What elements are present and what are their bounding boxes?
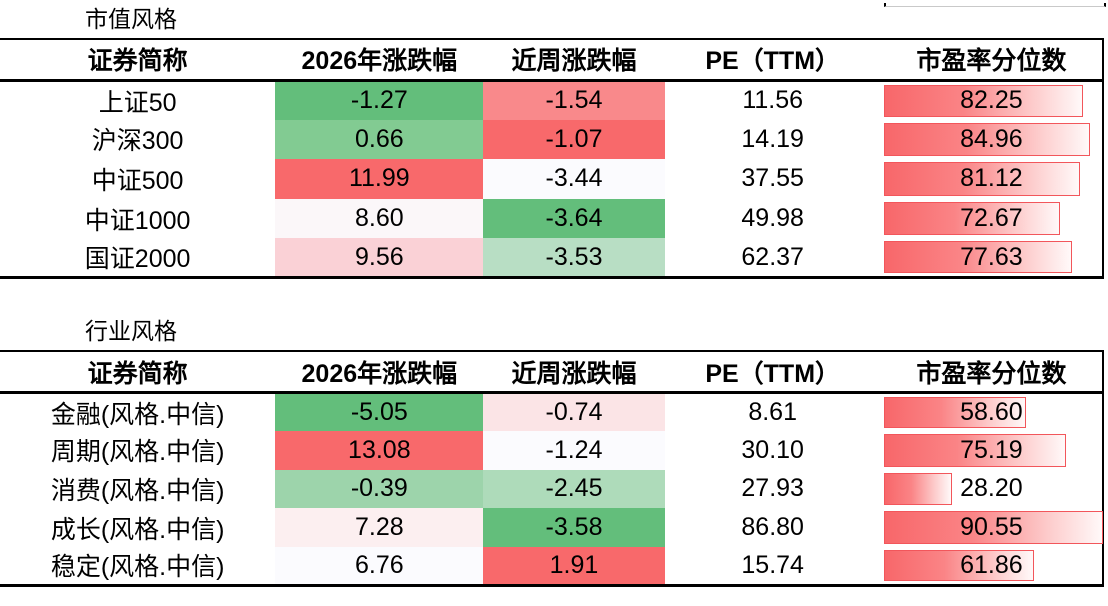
- header-security-name[interactable]: 证券简称: [0, 351, 276, 394]
- security-name-cell[interactable]: 稳定(风格.中信): [50, 553, 225, 582]
- pe-percentile-value: 77.63: [960, 242, 1023, 271]
- ytd-change-cell[interactable]: -0.39: [275, 469, 484, 509]
- pe-percentile-value: 61.86: [960, 550, 1023, 579]
- security-name-cell[interactable]: 上证50: [98, 88, 177, 117]
- security-name-cell[interactable]: 国证2000: [84, 245, 191, 274]
- pe-percentile-cell[interactable]: 72.67: [881, 199, 1103, 239]
- pe-ttm-cell[interactable]: 30.10: [741, 435, 804, 464]
- week-change-cell[interactable]: -1.54: [483, 80, 665, 120]
- pe-percentile-databar: [883, 84, 1084, 117]
- pe-percentile-databar: [883, 122, 1090, 157]
- ytd-change-cell[interactable]: -1.27: [275, 80, 484, 120]
- security-name-cell[interactable]: 沪深300: [91, 127, 184, 156]
- table-row: 国证2000 9.56 -3.53 62.37 77.63: [0, 238, 1103, 278]
- header-row: 证券简称 2026年涨跌幅 近周涨跌幅 PE（TTM） 市盈率分位数: [0, 39, 1103, 82]
- table-row: 成长(风格.中信) 7.28 -3.58 86.80 90.55: [0, 508, 1104, 547]
- ytd-change-cell[interactable]: 0.66: [275, 119, 484, 160]
- pe-percentile-value: 90.55: [960, 513, 1023, 542]
- pe-ttm-cell[interactable]: 14.19: [741, 124, 804, 153]
- pe-percentile-databar: [883, 241, 1072, 274]
- ytd-change-cell[interactable]: 8.60: [275, 198, 484, 239]
- table-row: 沪深300 0.66 -1.07 14.19 84.96: [0, 119, 1103, 160]
- week-change-cell[interactable]: 1.91: [483, 546, 665, 586]
- pe-percentile-databar: [883, 511, 1104, 544]
- pe-percentile-value: 84.96: [960, 124, 1023, 153]
- section-title-industry-style: 行业风格: [85, 318, 177, 345]
- pe-ttm-cell[interactable]: 8.61: [748, 398, 797, 427]
- pe-percentile-cell[interactable]: 61.86: [881, 547, 1103, 586]
- header-pe-ttm[interactable]: PE（TTM）: [664, 351, 881, 394]
- header-pe-percentile[interactable]: 市盈率分位数: [880, 351, 1103, 394]
- pe-ttm-cell[interactable]: 86.80: [741, 513, 804, 542]
- ytd-change-cell[interactable]: 7.28: [275, 508, 484, 547]
- pe-percentile-databar: [883, 396, 1026, 429]
- pe-ttm-cell[interactable]: 37.55: [741, 164, 804, 193]
- pe-percentile-cell[interactable]: 28.20: [881, 470, 1103, 509]
- week-change-cell[interactable]: -3.58: [483, 508, 665, 547]
- pe-percentile-cell[interactable]: 58.60: [881, 392, 1103, 431]
- clipped-row-border-artifact: [884, 3, 1106, 7]
- security-name-cell[interactable]: 金融(风格.中信): [50, 400, 225, 429]
- pe-ttm-cell[interactable]: 27.93: [741, 474, 804, 503]
- pe-ttm-cell[interactable]: 15.74: [741, 550, 804, 579]
- security-name-cell[interactable]: 中证1000: [84, 206, 191, 235]
- security-name-cell[interactable]: 中证500: [91, 166, 184, 195]
- header-pe-percentile[interactable]: 市盈率分位数: [880, 39, 1103, 82]
- header-ytd-change[interactable]: 2026年涨跌幅: [275, 39, 484, 82]
- header-pe-ttm[interactable]: PE（TTM）: [664, 39, 881, 82]
- pe-percentile-cell[interactable]: 75.19: [881, 431, 1103, 470]
- ytd-change-cell[interactable]: 6.76: [275, 546, 484, 586]
- table-row: 中证500 11.99 -3.44 37.55 81.12: [0, 159, 1103, 199]
- pe-percentile-databar: [883, 162, 1081, 196]
- market-cap-style-section: 市值风格 证券简称 2026年涨跌幅 近周涨跌幅 PE（TTM） 市盈率分位数 …: [0, 3, 1108, 280]
- pe-percentile-value: 72.67: [960, 204, 1023, 233]
- industry-style-table: 证券简称 2026年涨跌幅 近周涨跌幅 PE（TTM） 市盈率分位数 金融(风格…: [0, 350, 1104, 587]
- header-security-name[interactable]: 证券简称: [0, 39, 276, 82]
- header-row: 证券简称 2026年涨跌幅 近周涨跌幅 PE（TTM） 市盈率分位数: [0, 351, 1103, 394]
- security-name-cell[interactable]: 成长(风格.中信): [50, 515, 225, 544]
- pe-percentile-value: 81.12: [960, 164, 1023, 193]
- ytd-change-cell[interactable]: 11.99: [275, 159, 484, 199]
- table-row: 周期(风格.中信) 13.08 -1.24 30.10 75.19: [0, 431, 1103, 470]
- pe-percentile-value: 82.25: [960, 86, 1023, 115]
- pe-ttm-cell[interactable]: 49.98: [741, 204, 804, 233]
- table-row: 金融(风格.中信) -5.05 -0.74 8.61 58.60: [0, 392, 1103, 432]
- table-row: 消费(风格.中信) -0.39 -2.45 27.93 28.20: [0, 469, 1103, 509]
- section-title-market-cap-style: 市值风格: [85, 6, 177, 32]
- week-change-cell[interactable]: -3.53: [483, 238, 665, 278]
- pe-percentile-cell[interactable]: 81.12: [881, 159, 1103, 199]
- table-row: 中证1000 8.60 -3.64 49.98 72.67: [0, 198, 1103, 239]
- industry-style-section: 行业风格 证券简称 2026年涨跌幅 近周涨跌幅 PE（TTM） 市盈率分位数 …: [0, 315, 1108, 587]
- header-week-change[interactable]: 近周涨跌幅: [483, 39, 665, 82]
- header-ytd-change[interactable]: 2026年涨跌幅: [275, 351, 484, 394]
- week-change-cell[interactable]: -0.74: [483, 392, 665, 432]
- header-week-change[interactable]: 近周涨跌幅: [483, 351, 665, 394]
- ytd-change-cell[interactable]: 13.08: [275, 431, 484, 470]
- week-change-cell[interactable]: -1.24: [483, 431, 665, 470]
- week-change-cell[interactable]: -3.44: [483, 159, 665, 199]
- pe-percentile-cell[interactable]: 77.63: [881, 238, 1103, 278]
- pe-percentile-databar: [883, 201, 1060, 236]
- week-change-cell[interactable]: -3.64: [483, 198, 665, 239]
- security-name-cell[interactable]: 周期(风格.中信): [50, 438, 225, 467]
- pe-percentile-value: 58.60: [960, 398, 1023, 427]
- market-cap-style-table: 证券简称 2026年涨跌幅 近周涨跌幅 PE（TTM） 市盈率分位数 上证50 -…: [0, 38, 1104, 280]
- pe-percentile-cell[interactable]: 84.96: [881, 120, 1103, 160]
- pe-ttm-cell[interactable]: 62.37: [741, 242, 804, 271]
- ytd-change-cell[interactable]: 9.56: [275, 238, 484, 278]
- pe-percentile-databar: [883, 434, 1066, 467]
- pe-percentile-cell[interactable]: 90.55: [881, 508, 1104, 547]
- pe-percentile-databar: [883, 549, 1034, 581]
- security-name-cell[interactable]: 消费(风格.中信): [50, 476, 225, 505]
- pe-percentile-cell[interactable]: 82.25: [881, 80, 1103, 120]
- week-change-cell[interactable]: -2.45: [483, 469, 665, 509]
- pe-ttm-cell[interactable]: 11.56: [742, 86, 804, 115]
- table-row: 上证50 -1.27 -1.54 11.56 82.25: [0, 80, 1103, 120]
- pe-percentile-value: 75.19: [960, 435, 1023, 464]
- ytd-change-cell[interactable]: -5.05: [275, 392, 484, 432]
- pe-percentile-databar: [883, 472, 953, 506]
- pe-percentile-value: 28.20: [960, 474, 1023, 503]
- table-row: 稳定(风格.中信) 6.76 1.91 15.74 61.86: [0, 546, 1103, 586]
- week-change-cell[interactable]: -1.07: [483, 119, 665, 160]
